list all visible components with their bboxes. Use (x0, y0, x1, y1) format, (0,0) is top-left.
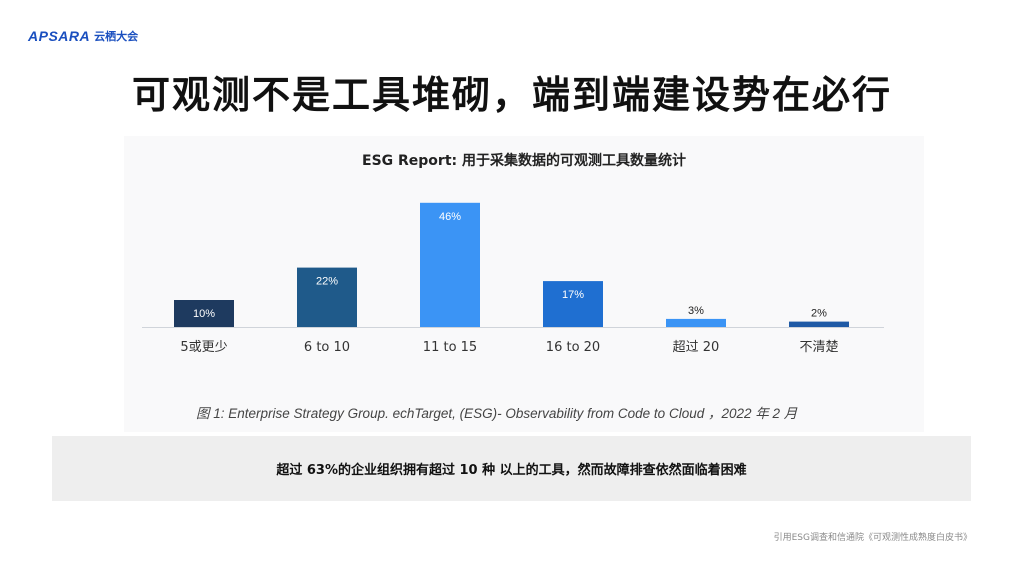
bar-chart: 10% 5或更少 22% 6 to 10 46% 11 to 15 17% 16 to 20 3… (142, 202, 884, 355)
chart-title: ESG Report: 用于采集数据的可观测工具数量统计 (362, 153, 686, 169)
summary-banner-text: 超过 63%的企业组织拥有超过 10 种 以上的工具，然而故障排查依然面临着困难 (276, 463, 747, 478)
bar-value-label-1: 22% (316, 276, 338, 288)
category-label-3: 16 to 20 (546, 340, 600, 355)
category-label-4: 超过 20 (673, 340, 720, 355)
bar-1 (297, 267, 357, 327)
chart-card: ESG Report: 用于采集数据的可观测工具数量统计 10% 5或更少 22% 6… (124, 136, 924, 432)
figure-caption: 图 1: Enterprise Strategy Group. echTarge… (196, 406, 798, 421)
source-note: 引用ESG调查和信通院《可观测性成熟度白皮书》 (773, 533, 972, 543)
bar-2 (420, 202, 480, 327)
bar-4 (666, 318, 726, 327)
bar-value-label-0: 10% (193, 308, 215, 320)
bar-value-label-4: 3% (688, 305, 704, 317)
logo-cn-text: 云栖大会 (94, 30, 139, 43)
category-label-2: 11 to 15 (423, 340, 477, 355)
logo-brand-text: APSARA (28, 28, 91, 44)
bar-3 (543, 281, 603, 327)
bar-value-label-3: 17% (562, 289, 584, 301)
apsara-logo: APSARA 云栖大会 (28, 28, 138, 44)
bar-value-label-2: 46% (439, 211, 461, 223)
category-label-0: 5或更少 (180, 340, 227, 355)
slide-title: 可观测不是工具堆砌，端到端建设势在必行 (131, 73, 892, 117)
bar-value-label-5: 2% (811, 308, 827, 320)
bar-5 (789, 321, 849, 327)
bar-0 (174, 300, 234, 327)
summary-banner: 超过 63%的企业组织拥有超过 10 种 以上的工具，然而故障排查依然面临着困难 (52, 436, 971, 501)
category-label-5: 不清楚 (799, 340, 838, 355)
category-label-1: 6 to 10 (304, 340, 350, 355)
